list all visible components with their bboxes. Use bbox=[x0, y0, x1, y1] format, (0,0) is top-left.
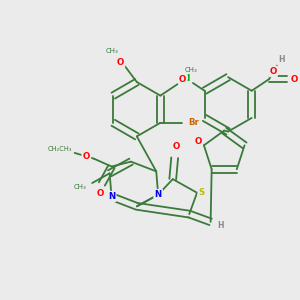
Text: CH₃: CH₃ bbox=[74, 184, 87, 190]
Text: CH₂CH₃: CH₂CH₃ bbox=[48, 146, 72, 152]
Text: O: O bbox=[291, 75, 298, 84]
Text: Br: Br bbox=[188, 118, 199, 127]
Text: CH₃: CH₃ bbox=[185, 68, 198, 74]
Text: N: N bbox=[108, 192, 115, 201]
Text: N: N bbox=[154, 190, 162, 199]
Text: O: O bbox=[117, 58, 124, 67]
Text: O: O bbox=[194, 137, 202, 146]
Text: CH₃: CH₃ bbox=[105, 48, 118, 54]
Text: O: O bbox=[269, 67, 277, 76]
Text: H: H bbox=[278, 55, 285, 64]
Text: S: S bbox=[199, 188, 205, 197]
Text: O: O bbox=[96, 189, 103, 198]
Text: O: O bbox=[179, 75, 186, 84]
Text: H: H bbox=[217, 221, 224, 230]
Text: Cl: Cl bbox=[182, 74, 191, 82]
Text: O: O bbox=[173, 142, 180, 151]
Text: O: O bbox=[83, 152, 90, 161]
